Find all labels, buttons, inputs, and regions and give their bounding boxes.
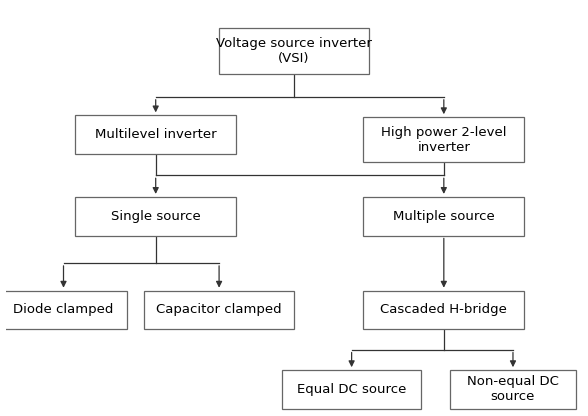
FancyBboxPatch shape: [282, 370, 421, 409]
FancyBboxPatch shape: [0, 290, 127, 329]
Text: Multilevel inverter: Multilevel inverter: [95, 128, 216, 141]
Text: Cascaded H-bridge: Cascaded H-bridge: [380, 303, 507, 317]
FancyBboxPatch shape: [363, 197, 524, 235]
FancyBboxPatch shape: [363, 290, 524, 329]
FancyBboxPatch shape: [450, 370, 576, 409]
Text: Voltage source inverter
(VSI): Voltage source inverter (VSI): [216, 37, 372, 65]
Text: High power 2-level
inverter: High power 2-level inverter: [381, 126, 507, 154]
Text: Diode clamped: Diode clamped: [14, 303, 113, 317]
FancyBboxPatch shape: [75, 115, 236, 154]
Text: Multiple source: Multiple source: [393, 210, 495, 223]
FancyBboxPatch shape: [219, 27, 369, 74]
Text: Single source: Single source: [111, 210, 201, 223]
FancyBboxPatch shape: [363, 117, 524, 162]
FancyBboxPatch shape: [75, 197, 236, 235]
Text: Equal DC source: Equal DC source: [297, 383, 406, 396]
Text: Capacitor clamped: Capacitor clamped: [156, 303, 282, 317]
Text: Non-equal DC
source: Non-equal DC source: [467, 375, 559, 404]
FancyBboxPatch shape: [144, 290, 294, 329]
